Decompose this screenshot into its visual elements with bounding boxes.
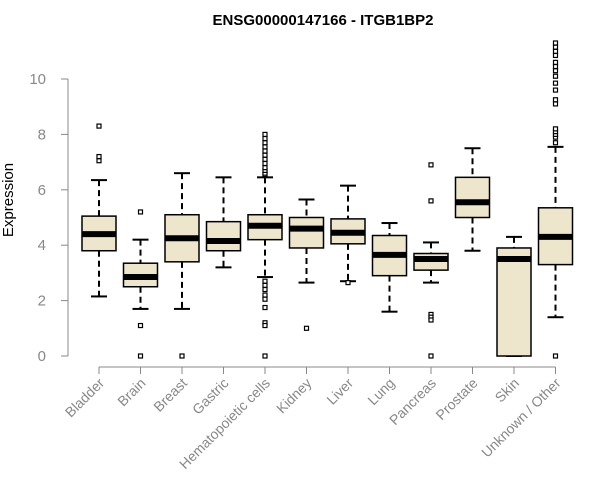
outlier-point xyxy=(262,156,268,162)
outlier-point xyxy=(552,40,559,46)
outlier-point xyxy=(96,158,102,164)
outlier-point xyxy=(262,135,268,142)
outlier-point xyxy=(262,304,268,311)
outlier-point xyxy=(552,44,559,50)
box-skin xyxy=(496,235,532,357)
outlier-point xyxy=(552,140,559,146)
outlier-point xyxy=(262,292,268,298)
outlier-point xyxy=(262,282,268,288)
box-iqr xyxy=(205,220,242,252)
box-hematopoietic-cells xyxy=(247,131,283,359)
outlier-point xyxy=(262,165,268,171)
outlier-point xyxy=(96,123,102,129)
box-pancreas xyxy=(413,162,449,359)
x-tick-label: Prostate xyxy=(432,375,480,423)
y-tick-label: 10 xyxy=(29,71,46,88)
outlier-point xyxy=(262,278,268,284)
outlier-point xyxy=(552,48,559,54)
x-tick-label: Unknown / Other xyxy=(478,375,564,461)
box-breast xyxy=(164,172,200,359)
y-tick-label: 0 xyxy=(38,348,46,365)
axes: 0 2 4 6 8 10 xyxy=(29,71,556,374)
box-unknown-other xyxy=(537,40,574,359)
outlier-point xyxy=(552,126,559,132)
outlier-point xyxy=(552,353,559,359)
outlier-point xyxy=(262,286,268,293)
box-kidney xyxy=(288,198,325,331)
x-tick-label: Liver xyxy=(323,375,356,408)
y-tick-label: 6 xyxy=(38,182,46,199)
box-brain xyxy=(122,209,159,359)
box-iqr xyxy=(496,247,532,357)
x-tick-label: Skin xyxy=(492,375,523,406)
outlier-point xyxy=(96,153,102,160)
outlier-point xyxy=(552,68,559,74)
outlier-point xyxy=(262,140,268,146)
outlier-point xyxy=(179,353,185,359)
y-axis-label: Expression xyxy=(0,163,17,237)
x-tick-label: Brain xyxy=(114,375,148,409)
outlier-point xyxy=(552,97,559,103)
outlier-point xyxy=(552,80,559,86)
outlier-point xyxy=(262,160,268,167)
y-tick-label: 4 xyxy=(38,237,46,254)
outlier-point xyxy=(552,52,559,59)
outlier-point xyxy=(428,353,434,359)
box-iqr xyxy=(288,216,325,249)
outlier-point xyxy=(303,325,310,331)
outlier-point xyxy=(262,131,268,137)
box-lung xyxy=(371,222,408,313)
outlier-point xyxy=(428,198,434,204)
outlier-point xyxy=(552,73,559,79)
outlier-point xyxy=(552,87,559,93)
x-tick-label: Bladder xyxy=(62,375,108,421)
box-gastric xyxy=(205,176,242,269)
outlier-point xyxy=(137,209,144,215)
outlier-point xyxy=(137,353,144,359)
box-prostate xyxy=(454,147,491,252)
outlier-point xyxy=(262,353,268,359)
outlier-point xyxy=(262,144,268,150)
outlier-point xyxy=(552,101,559,107)
outlier-point xyxy=(552,63,559,70)
box-liver xyxy=(330,184,366,286)
y-tick-label: 8 xyxy=(38,126,46,143)
chart-title: ENSG00000147166 - ITGB1BP2 xyxy=(213,12,434,29)
outlier-point xyxy=(262,322,268,329)
x-tick-label: Lung xyxy=(364,375,397,408)
box-series xyxy=(81,40,574,359)
outlier-point xyxy=(262,148,268,154)
box-iqr xyxy=(454,176,491,219)
box-bladder xyxy=(81,123,117,298)
outlier-point xyxy=(137,322,144,329)
x-tick-label: Breast xyxy=(150,375,190,415)
outlier-point xyxy=(552,59,559,65)
outlier-point xyxy=(262,152,268,158)
outlier-point xyxy=(428,162,434,168)
outlier-point xyxy=(345,279,351,286)
x-tick-label: Kidney xyxy=(273,375,315,417)
outlier-point xyxy=(262,296,268,302)
outlier-point xyxy=(428,317,434,323)
y-tick-label: 2 xyxy=(38,293,46,310)
